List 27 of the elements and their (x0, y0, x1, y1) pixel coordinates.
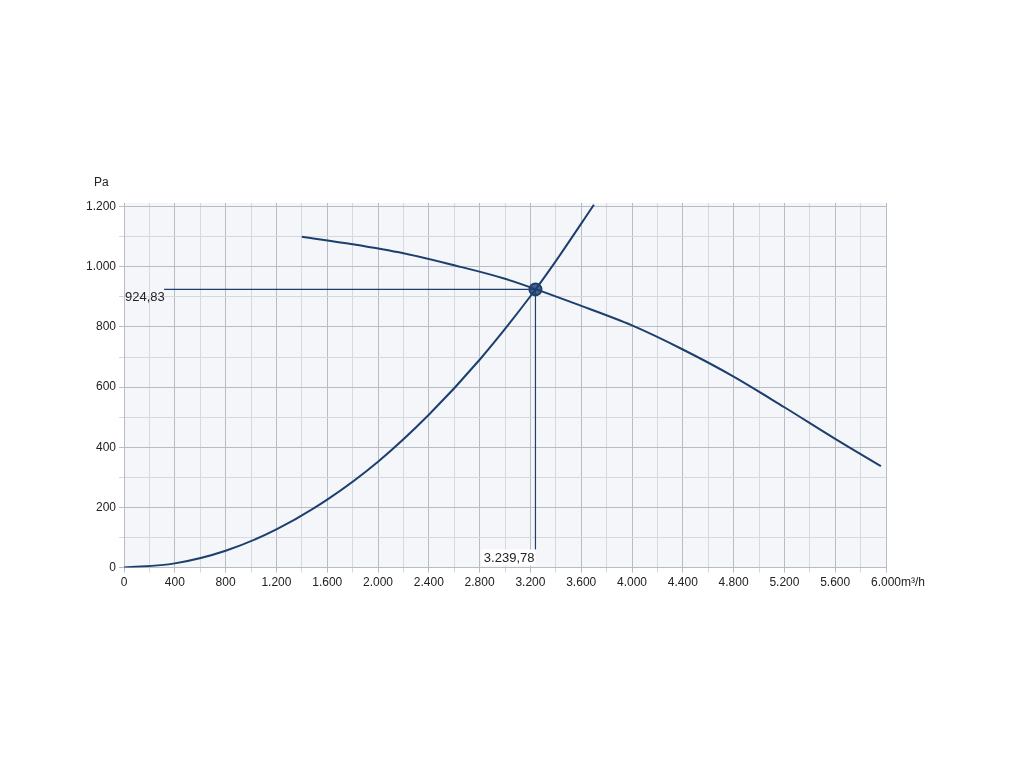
x-tick-label: 4.000 (616, 575, 648, 590)
x-tick-label: 4.800 (718, 575, 749, 590)
y-tick-label: 800 (96, 319, 117, 334)
y-tick-label: 0 (109, 559, 117, 574)
x-tick-label: 400 (164, 575, 186, 590)
y-axis-title: Pa (94, 175, 110, 190)
x-tick-label: 3.600 (566, 575, 597, 590)
x-tick-label: 800 (215, 575, 236, 590)
x-tick-label: 0 (120, 575, 128, 590)
x-tick-label: 5.200 (769, 575, 800, 590)
y-tick-label: 1.200 (86, 198, 117, 213)
x-tick-label: 5.600 (820, 575, 851, 590)
x-tick-label: 2.400 (413, 575, 445, 590)
ref-line-label: 3.239,78 (483, 549, 535, 565)
x-tick-label: 1.200 (261, 575, 292, 590)
x-axis-title: m³/h (901, 574, 926, 589)
x-tick-label: 6.000 (870, 575, 902, 590)
y-tick-label: 200 (96, 499, 117, 514)
x-tick-label: 2.000 (363, 575, 394, 590)
x-tick-label: 4.400 (667, 575, 699, 590)
ref-line-label: 924,83 (125, 289, 165, 305)
x-tick-label: 1.600 (312, 575, 343, 590)
x-tick-label: 3.200 (515, 575, 546, 590)
y-tick-label: 1.000 (86, 259, 117, 274)
x-tick-label: 2.800 (464, 575, 495, 590)
y-tick-label: 600 (96, 379, 117, 394)
y-tick-label: 400 (96, 439, 117, 454)
